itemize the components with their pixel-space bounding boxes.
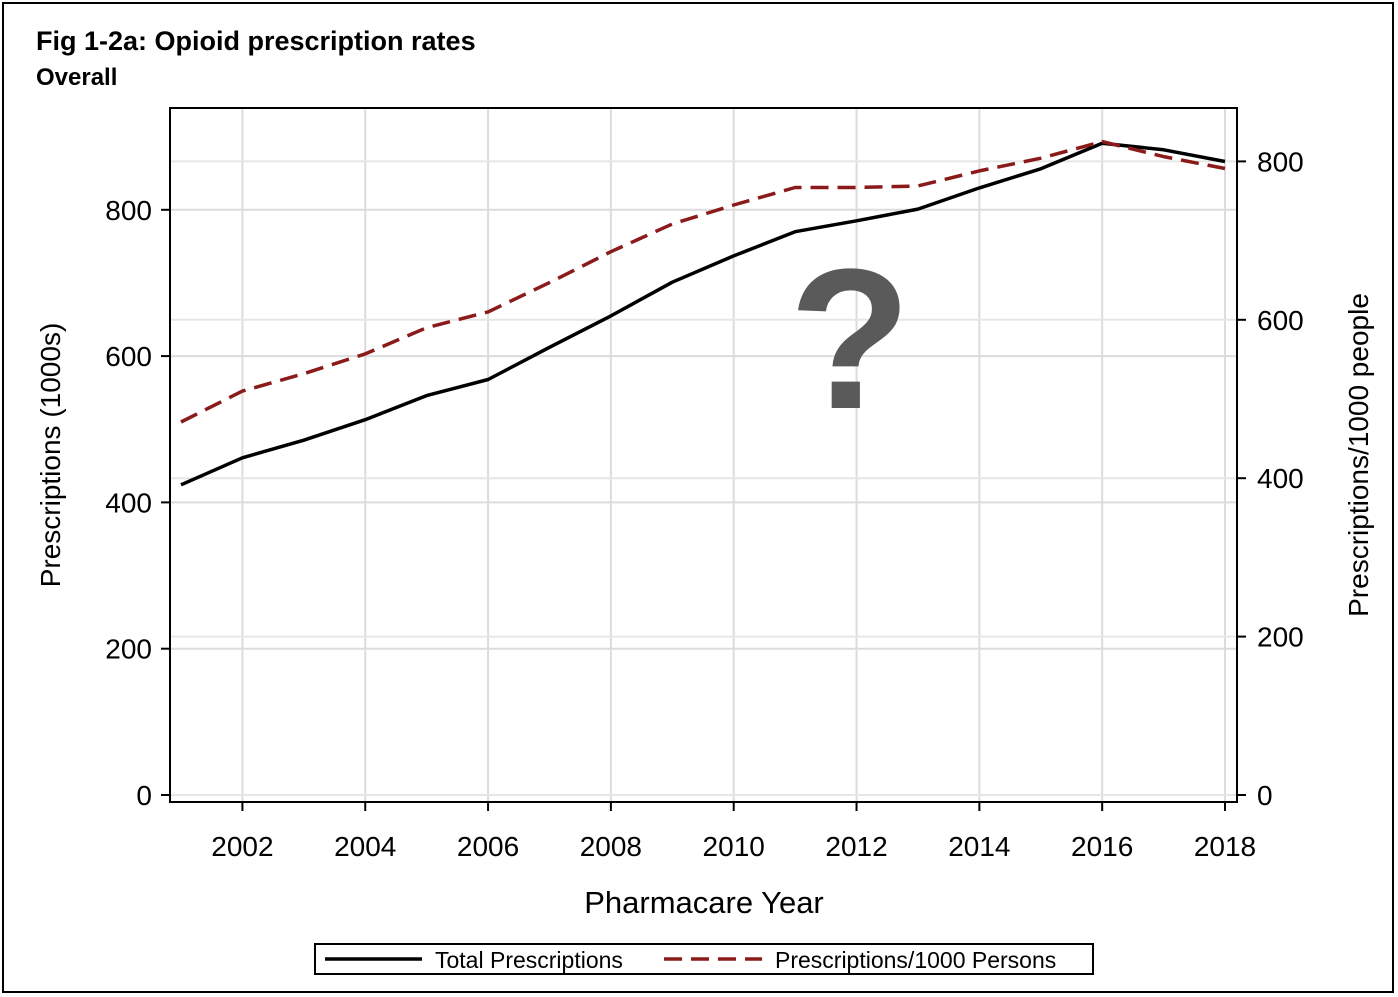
y-tick-label-left: 200 [105, 634, 152, 665]
y-tick-label-right: 400 [1257, 463, 1304, 494]
x-tick-label: 2006 [457, 831, 519, 862]
plot-area [169, 107, 1238, 803]
chart-subtitle: Overall [36, 64, 118, 91]
series-line-1 [180, 141, 1226, 487]
legend-label-per1000: Prescriptions/1000 Persons [775, 947, 1056, 973]
series-line-2 [180, 139, 1226, 424]
y-axis-title-left: Prescriptions (1000s) [35, 323, 66, 588]
x-tick-label: 2002 [211, 831, 273, 862]
x-tick-label: 2012 [825, 831, 887, 862]
x-tick-label: 2008 [580, 831, 642, 862]
y-tick-label-left: 600 [105, 341, 152, 372]
legend-box [314, 943, 1094, 975]
y-tick-label-right: 600 [1257, 305, 1304, 336]
y-tick-label-left: 400 [105, 487, 152, 518]
chart-title: Fig 1-2a: Opioid prescription rates [36, 26, 476, 56]
y-tick-label-right: 800 [1257, 146, 1304, 177]
x-tick-label: 2016 [1071, 831, 1133, 862]
y-tick-label-left: 0 [136, 780, 152, 811]
x-axis-title: Pharmacare Year [584, 885, 824, 920]
x-tick-label: 2018 [1194, 831, 1256, 862]
x-tick-label: 2010 [703, 831, 765, 862]
legend-label-total: Total Prescriptions [435, 947, 623, 973]
y-tick-label-right: 0 [1257, 780, 1273, 811]
y-tick-label-left: 800 [105, 195, 152, 226]
y-tick-label-right: 200 [1257, 622, 1304, 653]
y-axis-title-right: Prescriptions/1000 people [1343, 293, 1374, 617]
x-tick-label: 2004 [334, 831, 396, 862]
x-tick-label: 2014 [948, 831, 1010, 862]
question-mark-overlay: ? [789, 228, 911, 451]
